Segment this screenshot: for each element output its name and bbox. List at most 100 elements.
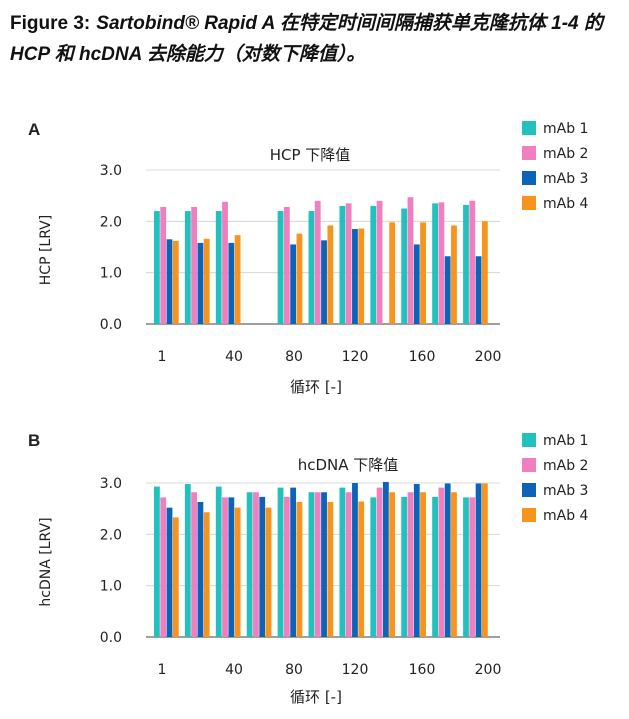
panel-b-bar [172,517,179,637]
panel-a-bar [234,235,241,324]
panel-b-bar [407,492,414,637]
panel-b-bar [296,501,303,637]
panel-b-bar [382,481,389,637]
panel-a-bar [401,208,408,324]
panel-a-title: HCP 下降值 [270,146,351,164]
panel-a-chart: A HCP 下降值 0.0 1.0 2.0 3.0 HCP [LRV] 1 40 80 120 160… [28,120,589,396]
panel-b-bar [389,492,396,637]
panel-a-xtick-label: 1 [158,349,167,365]
panel-b-bar [222,497,228,637]
panel-a-bar [215,211,222,324]
panel-b-xlabel: 循环 [-] [290,688,342,706]
panel-a-bar [376,200,383,324]
panel-b-ytick-label: 3.0 [100,476,122,492]
panel-b-xtick-label: 200 [475,662,502,678]
panel-b-bar [308,492,315,637]
panel-a-bar [172,240,179,324]
panel-b-legend-swatch [522,483,536,497]
panel-b-bar [154,486,160,637]
panel-b-bar [358,501,365,637]
panel-a-bar [407,197,414,324]
panel-a-bar [184,211,191,324]
panel-b-xtick-label: 120 [342,662,369,678]
caption-lead: Figure 3: [10,13,91,34]
panel-a-bar [308,211,315,324]
panel-b-bar [166,507,173,637]
panel-b-bar [327,501,334,637]
panel-a-bar [345,203,352,324]
panel-b-xtick-label: 1 [158,662,167,678]
panel-a-ytick-label: 0.0 [100,317,122,333]
panel-b-xtick-label: 160 [409,662,436,678]
panel-b-bar [376,487,383,637]
panel-b-bar [277,487,284,637]
panel-b-legend-label: mAb 2 [543,458,588,474]
panel-a-legend-label: mAb 3 [543,171,588,187]
panel-b-bar [481,483,488,637]
panel-a-ytick-label: 2.0 [100,214,122,230]
panel-a-bar [432,203,438,324]
panel-a-bar [420,222,426,324]
panel-b-bar [432,496,438,637]
panel-a-bar [327,225,334,324]
panel-a-bar [389,222,396,324]
panel-b-title: hcDNA 下降值 [298,456,399,474]
panel-a-xtick-label: 80 [285,349,303,365]
panel-b-xtick-label: 40 [225,662,243,678]
panel-b-bar [228,497,235,637]
panel-a-bar [438,202,445,324]
panel-b-legend-label: mAb 3 [543,483,588,499]
panel-b-bar [234,507,241,637]
panel-a-bar [475,256,482,324]
panel-b-bar [321,492,327,637]
panel-b-bar [444,483,451,637]
panel-b-bar [339,487,346,637]
panel-b-bar [283,496,290,637]
panel-a-bar [481,221,488,324]
panel-b-bar [469,497,476,637]
panel-b-bar [246,492,253,637]
panel-a-xlabel: 循环 [-] [290,378,342,396]
panel-a-bar [160,206,167,324]
panel-b-bar [352,483,358,637]
panel-b-bar [290,487,297,637]
panel-b-bar [259,496,266,637]
panel-a-bar [283,206,290,324]
panel-b-bar [438,487,445,637]
panel-b-bar [215,486,222,637]
panel-b-legend-swatch [522,433,536,447]
panel-b-bar [345,492,352,637]
panel-a-bar [413,244,420,324]
panel-a-bar [352,229,358,324]
panel-a-bar [358,228,365,324]
panel-a-ytick-label: 1.0 [100,266,122,282]
panel-b-bar [197,501,204,637]
panel-a-legend-swatch [522,171,536,185]
panel-a-bar [451,225,457,324]
panel-a-bar [222,201,228,324]
panel-a-bar [290,244,297,324]
panel-b-bar [413,484,420,637]
panel-a-bar [463,204,469,324]
panel-b-bar [314,492,321,637]
panel-b-legend-swatch [522,508,536,522]
panel-b-legend-label: mAb 4 [543,508,589,524]
panel-a-bar [296,233,303,324]
panel-b-bar [420,492,426,637]
panel-b-legend-label: mAb 1 [543,433,588,449]
panel-a-legend-label: mAb 2 [543,146,588,162]
panel-b-legend-swatch [522,458,536,472]
panel-b-bar [401,496,408,637]
panel-a-xtick-label: 160 [409,349,436,365]
panel-a-bar [228,242,235,324]
panel-b-bar [203,512,210,637]
panel-b-ylabel: hcDNA [LRV] [38,517,54,606]
panel-b-bar [253,492,259,637]
panel-b-bar [191,492,198,637]
panel-a-bar [469,200,476,324]
panel-a-legend-swatch [522,121,536,135]
panel-a-bar [370,205,377,324]
panel-a-legend-swatch [522,146,536,160]
